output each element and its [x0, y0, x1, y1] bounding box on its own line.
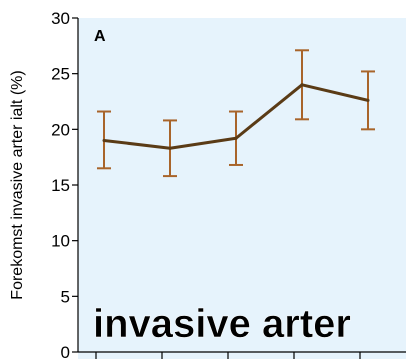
y-tick-label: 15 [51, 176, 70, 195]
series-layer [97, 49, 375, 178]
y-tick-label: 5 [61, 287, 70, 306]
y-tick-label: 25 [51, 65, 70, 84]
data-point [102, 138, 106, 142]
panel-label: A [94, 28, 106, 45]
overlay-caption: invasive arter [93, 302, 351, 346]
y-tick-label: 10 [51, 232, 70, 251]
data-point [168, 146, 172, 150]
data-point [366, 98, 370, 102]
data-point [234, 136, 238, 140]
y-axis-label: Forekomst invasive arter ialt (%) [9, 70, 26, 299]
plot-area [78, 18, 406, 359]
x-axis [78, 351, 406, 359]
y-axis: 0 5 10 15 20 25 30 [51, 9, 79, 362]
data-point [300, 83, 304, 87]
y-tick-label: 30 [51, 9, 70, 28]
y-tick-label: 20 [51, 120, 70, 139]
y-tick-label: 0 [61, 343, 70, 359]
